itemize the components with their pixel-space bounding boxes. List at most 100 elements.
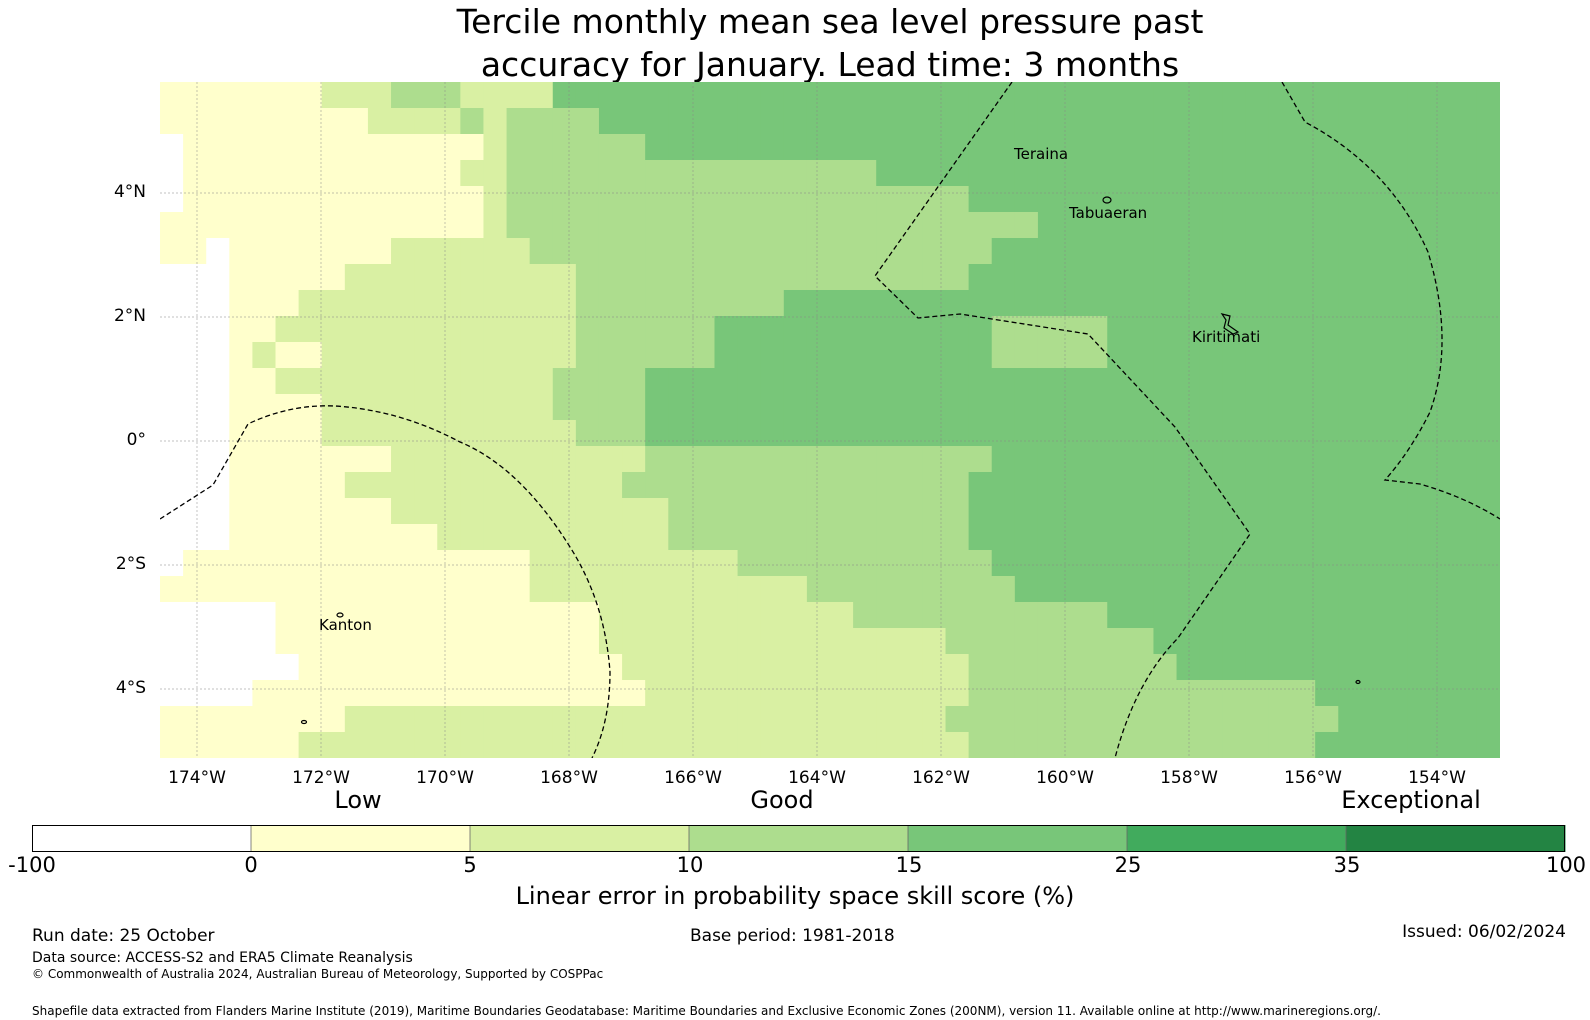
map-cell [460, 186, 485, 213]
map-cell [275, 524, 300, 551]
map-cell [668, 160, 692, 187]
map-cell [275, 186, 300, 213]
map-cell [1199, 394, 1224, 421]
map-cell [1061, 420, 1085, 447]
map-cell [899, 342, 924, 369]
map-cell [183, 212, 207, 239]
map-cell [1084, 654, 1108, 681]
map-cell [783, 212, 808, 239]
map-cell [183, 342, 207, 369]
map-cell [1315, 576, 1339, 603]
map-cell [391, 368, 415, 395]
map-cell [783, 160, 808, 187]
map-cell [298, 446, 323, 473]
map-cell [1153, 186, 1178, 213]
map-cell [298, 706, 323, 733]
map-cell [552, 550, 577, 577]
map-cell [1407, 706, 1432, 733]
map-cell [714, 264, 739, 291]
map-cell [899, 654, 924, 681]
map-cell [1084, 550, 1108, 577]
map-cell [1084, 82, 1108, 109]
map-cell [367, 706, 392, 733]
map-cell [183, 602, 207, 629]
map-cell [1037, 160, 1062, 187]
map-cell [206, 212, 230, 239]
map-cell [968, 82, 993, 109]
map-cell [899, 420, 924, 447]
map-cell [252, 394, 277, 421]
map-cell [414, 264, 438, 291]
map-cell [298, 654, 323, 681]
map-cell [414, 108, 438, 135]
map-cell [1361, 264, 1386, 291]
map-cell [1453, 342, 1478, 369]
map-cell [414, 576, 438, 603]
map-cell [899, 706, 924, 733]
map-cell [783, 316, 808, 343]
map-cell [1014, 446, 1039, 473]
map-cell [737, 186, 762, 213]
map-cell [806, 628, 831, 655]
map-cell [668, 368, 692, 395]
map-cell [437, 732, 461, 758]
map-cell [1407, 446, 1432, 473]
map-cell [1014, 186, 1039, 213]
map-cell [275, 576, 300, 603]
map-cell [1107, 316, 1131, 343]
map-cell [391, 342, 415, 369]
eez-boundaries [160, 82, 1500, 758]
map-cell [645, 420, 669, 447]
map-cell [1453, 628, 1478, 655]
map-cell [1292, 186, 1316, 213]
map-cell [1361, 420, 1386, 447]
map-cell [945, 680, 970, 707]
map-cell [760, 316, 785, 343]
map-cell [1153, 732, 1178, 758]
map-cell [991, 446, 1016, 473]
map-cell [1338, 134, 1362, 161]
map-cell [1292, 732, 1316, 758]
map-cell [275, 446, 300, 473]
map-cell [160, 290, 184, 317]
map-cell [552, 134, 577, 161]
map-cell [252, 316, 277, 343]
map-cell [806, 498, 831, 525]
map-cell [668, 108, 692, 135]
map-cell [1268, 498, 1293, 525]
map-cell [714, 550, 739, 577]
map-cell [575, 446, 600, 473]
map-cell [1222, 342, 1247, 369]
map-cell [1037, 550, 1062, 577]
run-date: Run date: 25 October [32, 926, 215, 946]
map-cell [160, 576, 184, 603]
map-cell [1107, 212, 1131, 239]
map-cell [876, 628, 900, 655]
map-cell [529, 238, 554, 265]
map-cell [229, 576, 254, 603]
map-cell [1130, 342, 1155, 369]
map-cell [552, 732, 577, 758]
map-cell [1315, 238, 1339, 265]
lon-label-154w: 154°W [1408, 768, 1466, 788]
map-cell [1107, 628, 1131, 655]
colorbar-segment [470, 825, 690, 852]
map-cell [552, 446, 577, 473]
map-cell [1292, 420, 1316, 447]
map-cell [483, 654, 508, 681]
map-cell [806, 732, 831, 758]
map-cell [367, 446, 392, 473]
map-cell [598, 134, 623, 161]
map-cell [1268, 472, 1293, 499]
map-cell [1130, 602, 1155, 629]
map-cell [806, 160, 831, 187]
map-cell [1037, 186, 1062, 213]
map-cell [1430, 446, 1455, 473]
map-cell [853, 342, 877, 369]
map-cell [1084, 316, 1108, 343]
map-cell [1153, 446, 1178, 473]
map-cell [737, 550, 762, 577]
map-cell [506, 706, 531, 733]
map-cell [714, 498, 739, 525]
map-cell [1361, 238, 1386, 265]
